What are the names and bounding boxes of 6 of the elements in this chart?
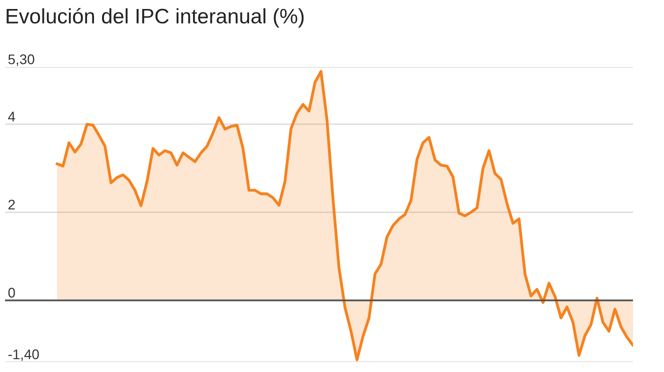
chart-title: Evolución del IPC interanual (%) bbox=[6, 8, 304, 28]
y-tick-label: 2 bbox=[8, 200, 15, 210]
y-tick-label: 4 bbox=[8, 112, 16, 122]
y-tick-label: 0 bbox=[8, 288, 15, 298]
y-tick-label: 5,30 bbox=[8, 54, 34, 66]
y-tick-label: -1,40 bbox=[8, 349, 39, 361]
